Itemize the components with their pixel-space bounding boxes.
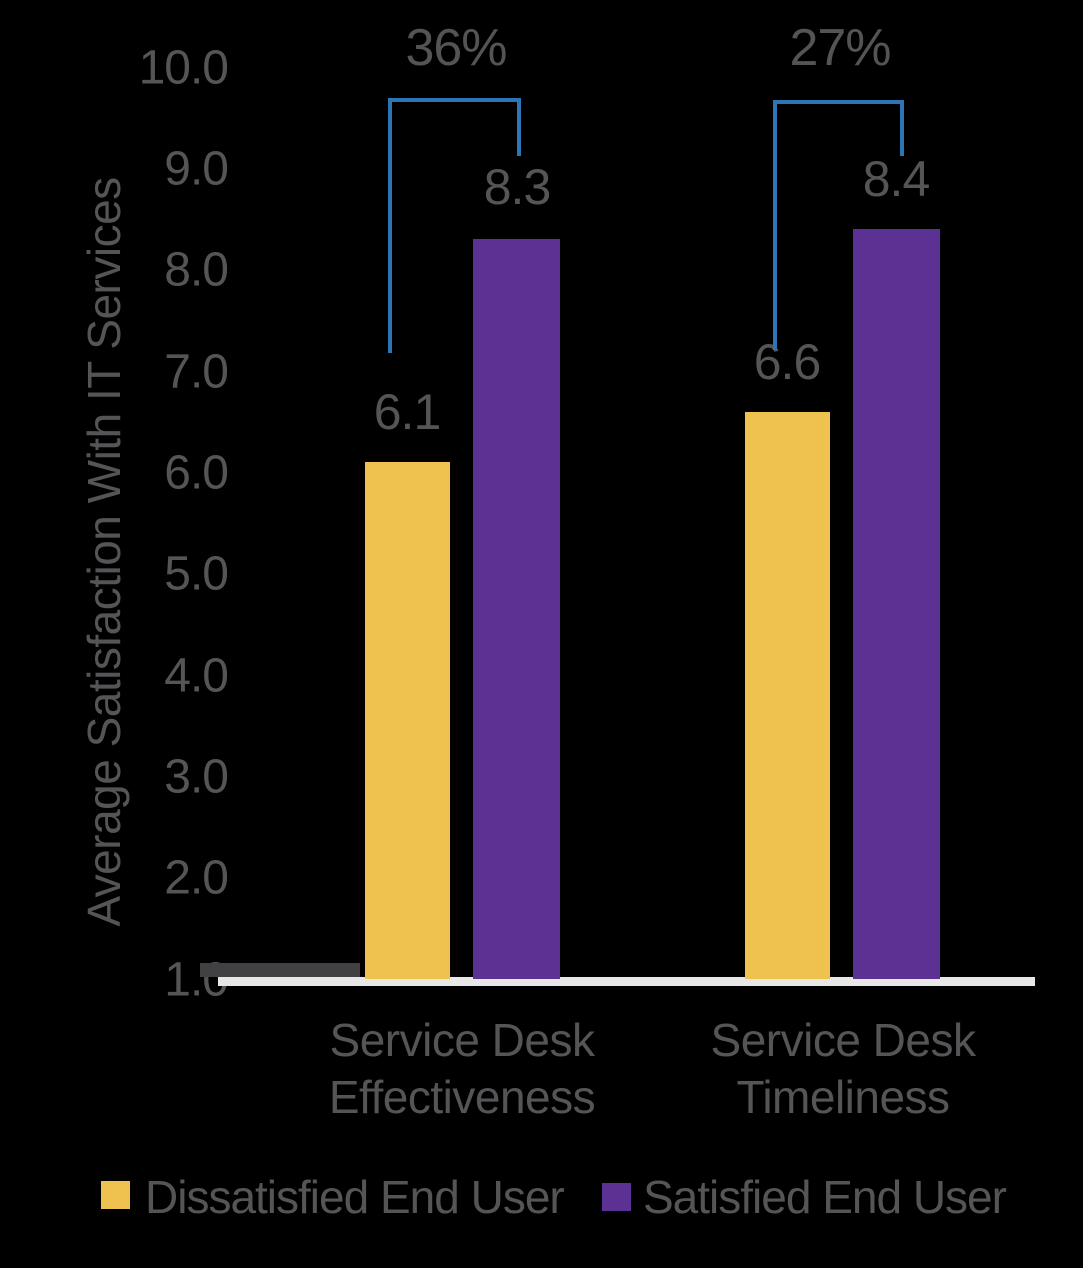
value-label-satisfied-timeliness: 8.4 bbox=[862, 151, 931, 207]
y-tick-4: 4.0 bbox=[164, 649, 229, 703]
bracket-timeliness-horizontal bbox=[773, 100, 904, 104]
x-category-timeliness-line2: Timeliness bbox=[736, 1071, 950, 1123]
y-tick-9: 9.0 bbox=[164, 142, 229, 196]
value-label-satisfied-effectiveness: 8.3 bbox=[483, 159, 552, 215]
y-tick-8: 8.0 bbox=[164, 243, 229, 297]
legend-label-satisfied: Satisfied End User bbox=[643, 1171, 1007, 1223]
diff-percent-timeliness: 27% bbox=[789, 19, 891, 77]
x-axis-baseline bbox=[218, 977, 1035, 986]
y-tick-3: 3.0 bbox=[164, 750, 229, 804]
bar-satisfied-effectiveness bbox=[473, 239, 560, 979]
bracket-timeliness-right-drop bbox=[900, 100, 904, 156]
x-category-label-effectiveness: Service Desk Effectiveness bbox=[328, 1012, 596, 1126]
y-tick-10: 10.0 bbox=[138, 41, 229, 95]
y-tick-6: 6.0 bbox=[164, 446, 229, 500]
y-tick-7: 7.0 bbox=[164, 345, 229, 399]
value-label-dissatisfied-effectiveness: 6.1 bbox=[373, 384, 442, 440]
y-tick-1: 1.0 bbox=[164, 953, 229, 1007]
diff-percent-effectiveness: 36% bbox=[405, 19, 507, 77]
legend-label-dissatisfied: Dissatisfied End User bbox=[145, 1171, 565, 1223]
value-label-dissatisfied-timeliness: 6.6 bbox=[753, 334, 822, 390]
bar-satisfied-timeliness bbox=[853, 229, 940, 979]
x-category-timeliness-line1: Service Desk bbox=[710, 1014, 976, 1066]
legend-swatch-satisfied bbox=[602, 1183, 631, 1211]
bar-dissatisfied-effectiveness bbox=[365, 462, 450, 979]
legend-swatch-dissatisfied bbox=[101, 1181, 130, 1209]
x-category-effectiveness-line1: Service Desk bbox=[329, 1014, 595, 1066]
y-tick-2: 2.0 bbox=[164, 851, 229, 905]
x-category-effectiveness-line2: Effectiveness bbox=[328, 1071, 596, 1123]
bracket-effectiveness-horizontal bbox=[388, 98, 521, 102]
bracket-effectiveness-right-drop bbox=[517, 98, 521, 156]
bar-dissatisfied-timeliness bbox=[745, 411, 830, 979]
axis-dark-segment bbox=[200, 963, 360, 977]
y-tick-5: 5.0 bbox=[164, 547, 229, 601]
x-category-label-timeliness: Service Desk Timeliness bbox=[711, 1012, 976, 1126]
bracket-effectiveness-left-drop bbox=[388, 98, 392, 353]
bracket-timeliness-left-drop bbox=[773, 100, 777, 350]
